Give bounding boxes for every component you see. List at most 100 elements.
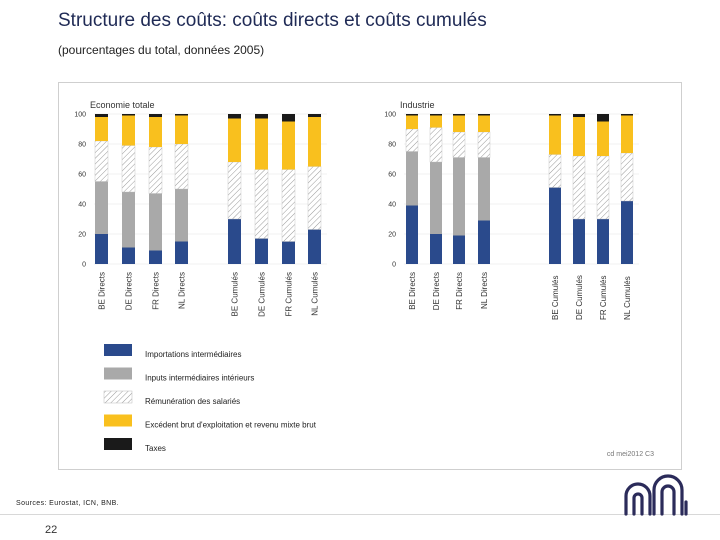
x-category-label: FR Cumulés xyxy=(599,276,608,320)
y-tick-label: 60 xyxy=(388,172,396,179)
bar-segment xyxy=(430,162,442,234)
bar-segment xyxy=(453,114,465,116)
legend-label: Excédent brut d'exploitation et revenu m… xyxy=(145,421,317,430)
bar-segment xyxy=(405,128,419,152)
panel-title: Industrie xyxy=(400,100,435,110)
bar-segment xyxy=(308,114,321,117)
y-tick-label: 20 xyxy=(78,232,86,239)
legend-swatch xyxy=(104,438,132,450)
bar-segment xyxy=(227,161,242,220)
bar-segment xyxy=(430,114,442,116)
x-category-label: DE Cumulés xyxy=(575,275,584,320)
y-tick-label: 20 xyxy=(388,232,396,239)
x-category-label: NL Cumulés xyxy=(311,272,320,316)
bar-segment xyxy=(308,117,321,167)
sources-note: Sources: Eurostat, ICN, BNB. xyxy=(16,500,120,507)
legend-swatch xyxy=(104,344,132,356)
bar-segment xyxy=(453,235,465,264)
bar-segment xyxy=(175,115,188,144)
legend-swatch xyxy=(103,390,133,404)
bar-segment xyxy=(406,205,418,264)
bar-segment xyxy=(95,117,108,141)
x-category-label: FR Directs xyxy=(455,272,464,310)
bar-segment xyxy=(478,157,490,221)
x-category-label: BE Cumulés xyxy=(231,272,240,316)
bar-segment xyxy=(228,219,241,264)
x-category-label: NL Directs xyxy=(480,272,489,309)
y-tick-label: 0 xyxy=(82,262,86,269)
bar-segment xyxy=(95,181,108,234)
bar-segment xyxy=(149,193,162,251)
bar-segment xyxy=(478,115,490,132)
page-number: 22 xyxy=(45,524,58,536)
bar-segment xyxy=(282,114,295,122)
chart-area: Economie totale 0 20 40 60 80 100 BE Directs DE … xyxy=(74,100,654,458)
bar-segment xyxy=(430,234,442,264)
x-category-label: BE Cumulés xyxy=(551,276,560,320)
x-category-label: NL Directs xyxy=(178,272,187,309)
bar-segment xyxy=(307,166,322,230)
bar-segment xyxy=(572,155,586,220)
chart-reference: cd mei2012 C3 xyxy=(607,451,654,458)
bar-segment xyxy=(597,114,609,122)
bar-segment xyxy=(597,219,609,264)
bar-segment xyxy=(453,157,465,236)
bar-segment xyxy=(549,187,561,264)
bar-segment xyxy=(573,117,585,156)
y-tick-label: 80 xyxy=(388,142,396,149)
bar-segment xyxy=(149,250,162,264)
bar-segment xyxy=(430,115,442,128)
bar-segment xyxy=(255,114,268,119)
bar-segment xyxy=(174,143,189,190)
bar-segment xyxy=(549,115,561,155)
y-tick-label: 80 xyxy=(78,142,86,149)
bar-segment xyxy=(175,114,188,116)
bar-segment xyxy=(308,229,321,264)
bar-segment xyxy=(548,154,562,188)
legend-label: Inputs intermédiaires intérieurs xyxy=(145,374,254,383)
bar-segment xyxy=(122,192,135,248)
panel-title: Economie totale xyxy=(90,100,155,110)
x-category-label: BE Directs xyxy=(98,272,107,310)
bar-segment xyxy=(255,238,268,264)
bar-segment xyxy=(478,114,490,116)
bar-segment xyxy=(228,118,241,162)
bar-segment xyxy=(94,140,109,182)
bar-segment xyxy=(621,201,633,264)
bar-segment xyxy=(429,127,443,163)
bar-segment xyxy=(122,247,135,264)
bar-segment xyxy=(281,169,296,242)
bar-segment xyxy=(406,115,418,129)
bar-segment xyxy=(282,241,295,264)
bar-segment xyxy=(573,114,585,117)
bar-segment xyxy=(175,189,188,242)
legend-swatch xyxy=(104,367,132,380)
bar-segment xyxy=(453,115,465,132)
legend-label: Importations intermédiaires xyxy=(145,350,241,359)
bar-segment xyxy=(620,152,634,202)
bar-segment xyxy=(255,118,268,170)
bar-segment xyxy=(228,114,241,119)
bar-segment xyxy=(406,151,418,206)
y-tick-label: 100 xyxy=(74,112,86,119)
bar-segment xyxy=(149,117,162,147)
slide-subtitle: (pourcentages du total, données 2005) xyxy=(58,43,265,57)
y-tick-label: 60 xyxy=(78,172,86,179)
bar-segment xyxy=(282,121,295,170)
bar-segment xyxy=(596,155,610,220)
bar-segment xyxy=(149,114,162,117)
y-tick-label: 40 xyxy=(388,202,396,209)
y-tick-label: 40 xyxy=(78,202,86,209)
bar-segment xyxy=(122,114,135,116)
bar-segment xyxy=(597,121,609,156)
bar-segment xyxy=(573,219,585,264)
legend-label: Rémunération des salariés xyxy=(145,397,240,406)
x-category-label: DE Directs xyxy=(125,272,134,310)
x-category-label: DE Directs xyxy=(432,272,441,310)
x-category-label: BE Directs xyxy=(408,272,417,310)
legend-swatch xyxy=(104,414,132,427)
bar-segment xyxy=(175,241,188,264)
bar-segment xyxy=(254,169,269,239)
bar-segment xyxy=(406,114,418,116)
bar-segment xyxy=(95,234,108,264)
